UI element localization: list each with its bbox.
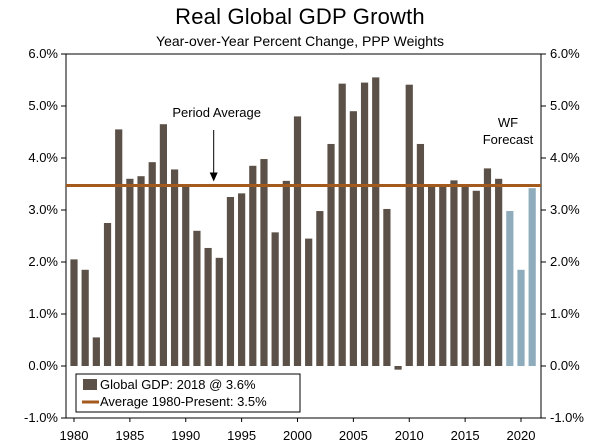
gdp-bar [170,169,179,366]
left-y-tick-label: 3.0% [28,202,58,217]
x-tick-label: 2015 [451,428,480,443]
legend-label-average: Average 1980-Present: 3.5% [100,394,267,409]
gdp-bar [115,129,123,366]
plot-frame [65,53,542,419]
gdp-bar [226,197,235,366]
right-y-tick-label: 5.0% [550,98,580,113]
gdp-bar [450,180,458,366]
x-tick-label: 1995 [227,428,256,443]
period-average-arrowhead [209,172,218,182]
right-y-tick-label: -1.0% [550,410,584,425]
gdp-bar [271,232,279,366]
gdp-bar [70,259,78,366]
x-tick-label: 1985 [115,428,144,443]
gdp-bar [81,269,89,366]
gdp-bar [372,77,380,367]
legend: Global GDP: 2018 @ 3.6% Average 1980-Pre… [75,373,301,413]
forecast-annotation-line2: Forecast [483,132,534,147]
chart-title: Real Global GDP Growth [175,4,425,29]
x-tick-label: 2005 [339,428,368,443]
gdp-bar [193,230,201,366]
legend-swatch-gdp [83,379,97,390]
forecast-annotation-line1: WF [498,115,518,130]
x-tick-label: 2000 [283,428,312,443]
gdp-bar [405,84,413,367]
gdp-bar [103,223,112,366]
gdp-bar [159,124,167,366]
gdp-bar [182,185,190,366]
gdp-bar [495,178,503,366]
gdp-bar [126,178,134,366]
gdp-bar [439,186,447,366]
left-y-tick-label: 6.0% [28,46,58,61]
gdp-bar [483,168,492,366]
chart-subtitle: Year-over-Year Percent Change, PPP Weigh… [156,33,444,49]
gdp-bar [461,186,469,366]
x-axis: 1980 1985 1990 1995 2000 2005 2010 2015 2020 [60,418,536,443]
gdp-bar [316,211,324,366]
gdp-bar [282,180,290,366]
x-tick-label: 1990 [171,428,200,443]
right-y-tick-label: 2.0% [550,254,580,269]
gdp-bar [394,366,402,370]
period-average-annotation: Period Average [172,105,261,120]
gdp-bar [249,165,257,366]
gdp-bar [428,184,436,366]
left-y-tick-label: -1.0% [24,410,58,425]
x-tick-label: 1980 [60,428,89,443]
legend-label-gdp: Global GDP: 2018 @ 3.6% [100,377,256,392]
gdp-bar [148,162,156,366]
forecast-bar [528,188,536,366]
left-y-tick-label: 4.0% [28,150,58,165]
gdp-bar [338,83,346,366]
gdp-bar [92,337,100,366]
gdp-bar [327,143,335,366]
gdp-bar [305,238,313,366]
gdp-bar [215,257,223,366]
right-y-tick-label: 1.0% [550,306,580,321]
left-y-tick-label: 1.0% [28,306,58,321]
gdp-bar [238,193,246,366]
right-y-tick-label: 3.0% [550,202,580,217]
left-y-tick-label: 0.0% [28,358,58,373]
right-y-tick-label: 4.0% [550,150,580,165]
gdp-bar [349,111,357,366]
gdp-bar [293,116,302,367]
gdp-bar [383,208,391,366]
right-y-tick-label: 6.0% [550,46,580,61]
forecast-bar [517,269,525,366]
legend-box [75,373,301,413]
right-y-axis: 6.0% 5.0% 4.0% 3.0% 2.0% 1.0% 0.0% -1.0% [541,46,584,425]
x-tick-label: 2010 [395,428,424,443]
left-y-axis: 6.0% 5.0% 4.0% 3.0% 2.0% 1.0% 0.0% -1.0% [24,46,66,425]
gdp-bar [472,190,480,366]
bars-group [70,77,536,370]
left-y-tick-label: 2.0% [28,254,58,269]
gdp-bar [137,176,145,366]
gdp-bar [416,143,425,366]
gdp-bar [260,159,268,366]
right-y-tick-label: 0.0% [550,358,580,373]
x-tick-label: 2020 [507,428,536,443]
left-y-tick-label: 5.0% [28,98,58,113]
gdp-bar [204,247,212,366]
forecast-bar [506,211,514,366]
gdp-bar [360,82,369,366]
